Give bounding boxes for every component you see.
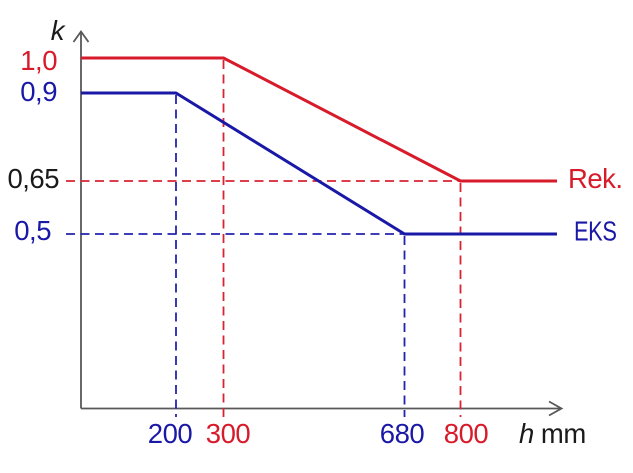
svg-text:h mm: h mm [519, 418, 586, 449]
svg-text:EKS: EKS [574, 216, 617, 247]
svg-text:300: 300 [206, 418, 251, 449]
svg-text:680: 680 [380, 418, 425, 449]
svg-text:0,9: 0,9 [20, 76, 57, 107]
svg-text:200: 200 [148, 418, 193, 449]
svg-text:1,0: 1,0 [20, 45, 57, 76]
svg-text:k: k [51, 15, 66, 46]
svg-text:Rek.: Rek. [568, 163, 623, 194]
svg-text:800: 800 [444, 418, 489, 449]
svg-text:0,5: 0,5 [14, 215, 51, 246]
svg-text:0,65: 0,65 [7, 163, 59, 194]
